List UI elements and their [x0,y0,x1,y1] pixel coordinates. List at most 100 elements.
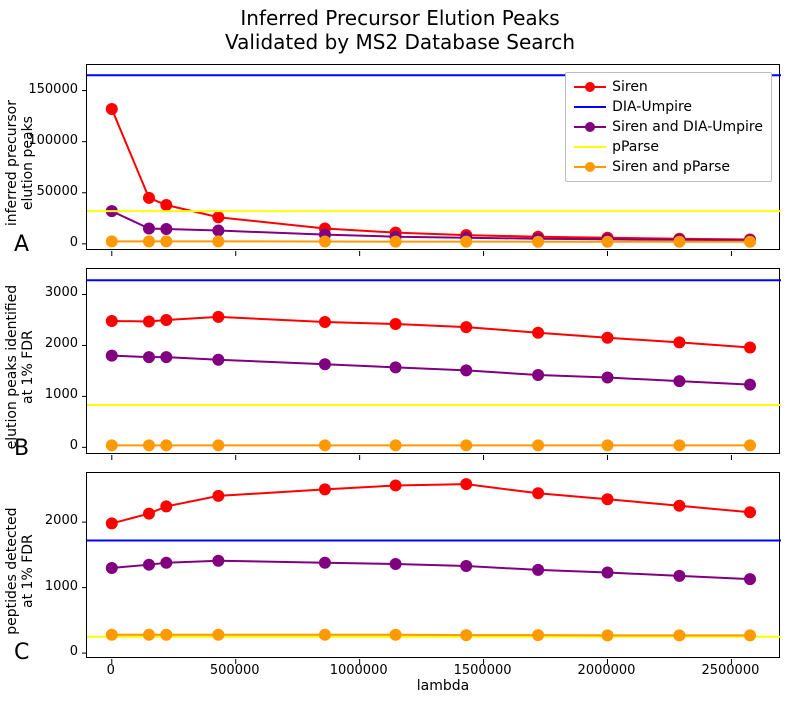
series-marker [143,192,155,204]
ytick-label: 1000 [18,579,78,594]
series-marker [143,559,155,571]
series-marker [160,235,172,247]
legend-swatch [574,120,606,134]
series-marker [673,439,685,451]
series-marker [390,439,402,451]
series-marker [106,439,118,451]
series-marker [212,439,224,451]
series-marker [673,570,685,582]
legend-label: pParse [612,139,659,155]
ytick-label: 0 [18,235,78,250]
series-line [112,317,750,348]
panel-c [86,472,780,658]
series-marker [160,439,172,451]
series-marker [160,199,172,211]
series-marker [160,223,172,235]
series-marker [319,629,331,641]
xlabel: lambda [403,678,483,694]
legend-item: Siren and pParse [574,157,763,177]
series-marker [390,361,402,373]
series-marker [106,315,118,327]
series-marker [602,372,614,384]
series-marker [602,493,614,505]
ytick-label: 100000 [18,133,78,148]
series-marker [390,629,402,641]
ylabel-b: elution peaks identified at 1% FDR [4,274,36,460]
series-marker [319,316,331,328]
series-marker [160,557,172,569]
series-marker [460,236,472,248]
series-marker [212,354,224,366]
series-marker [673,236,685,248]
figure: Inferred Precursor Elution Peaks Validat… [0,0,800,704]
series-marker [532,327,544,339]
series-marker [160,351,172,363]
xtick-label: 0 [107,663,115,678]
series-line [112,356,750,385]
legend-item: pParse [574,137,763,157]
series-marker [212,235,224,247]
series-marker [744,379,756,391]
series-marker [390,318,402,330]
series-line [112,561,750,579]
series-marker [532,629,544,641]
series-marker [143,315,155,327]
series-marker [212,555,224,567]
series-marker [160,314,172,326]
series-marker [460,321,472,333]
series-marker [212,225,224,237]
xtick-label: 2000000 [578,663,636,678]
figure-title: Inferred Precursor Elution Peaks Validat… [0,6,800,54]
series-marker [744,341,756,353]
series-marker [744,629,756,641]
ytick-label: 3000 [18,285,78,300]
series-marker [602,439,614,451]
series-marker [143,439,155,451]
series-marker [744,236,756,248]
series-marker [673,500,685,512]
series-marker [106,629,118,641]
ylabel-c: peptides detected at 1% FDR [4,478,36,664]
legend-swatch [574,100,606,114]
legend-swatch [574,140,606,154]
series-marker [602,567,614,579]
series-marker [460,364,472,376]
xtick-label: 500000 [210,663,260,678]
legend-item: Siren [574,77,763,97]
series-marker [143,223,155,235]
series-marker [319,557,331,569]
series-marker [212,211,224,223]
series-marker [319,483,331,495]
legend: SirenDIA-UmpireSiren and DIA-Umpire pPars… [565,72,772,182]
series-marker [390,479,402,491]
ytick-label: 2000 [18,336,78,351]
series-marker [212,629,224,641]
series-marker [390,236,402,248]
legend-item: Siren and DIA-Umpire [574,117,763,137]
title-line2: Validated by MS2 Database Search [225,30,575,54]
ytick-label: 0 [18,644,78,659]
ytick-label: 1000 [18,387,78,402]
series-marker [319,235,331,247]
legend-label: Siren and pParse [612,159,730,175]
legend-item: DIA-Umpire [574,97,763,117]
series-marker [143,629,155,641]
series-marker [319,358,331,370]
series-marker [744,439,756,451]
series-marker [532,369,544,381]
series-marker [532,439,544,451]
series-line [112,635,750,636]
xtick-label: 1500000 [454,663,512,678]
xtick-label: 2500000 [701,663,759,678]
legend-swatch [574,80,606,94]
xtick-label: 1000000 [330,663,388,678]
legend-swatch [574,160,606,174]
ytick-label: 150000 [18,82,78,97]
series-marker [106,103,118,115]
series-marker [143,351,155,363]
series-marker [212,311,224,323]
ytick-label: 50000 [18,184,78,199]
series-marker [532,564,544,576]
series-marker [673,629,685,641]
ytick-label: 0 [18,438,78,453]
